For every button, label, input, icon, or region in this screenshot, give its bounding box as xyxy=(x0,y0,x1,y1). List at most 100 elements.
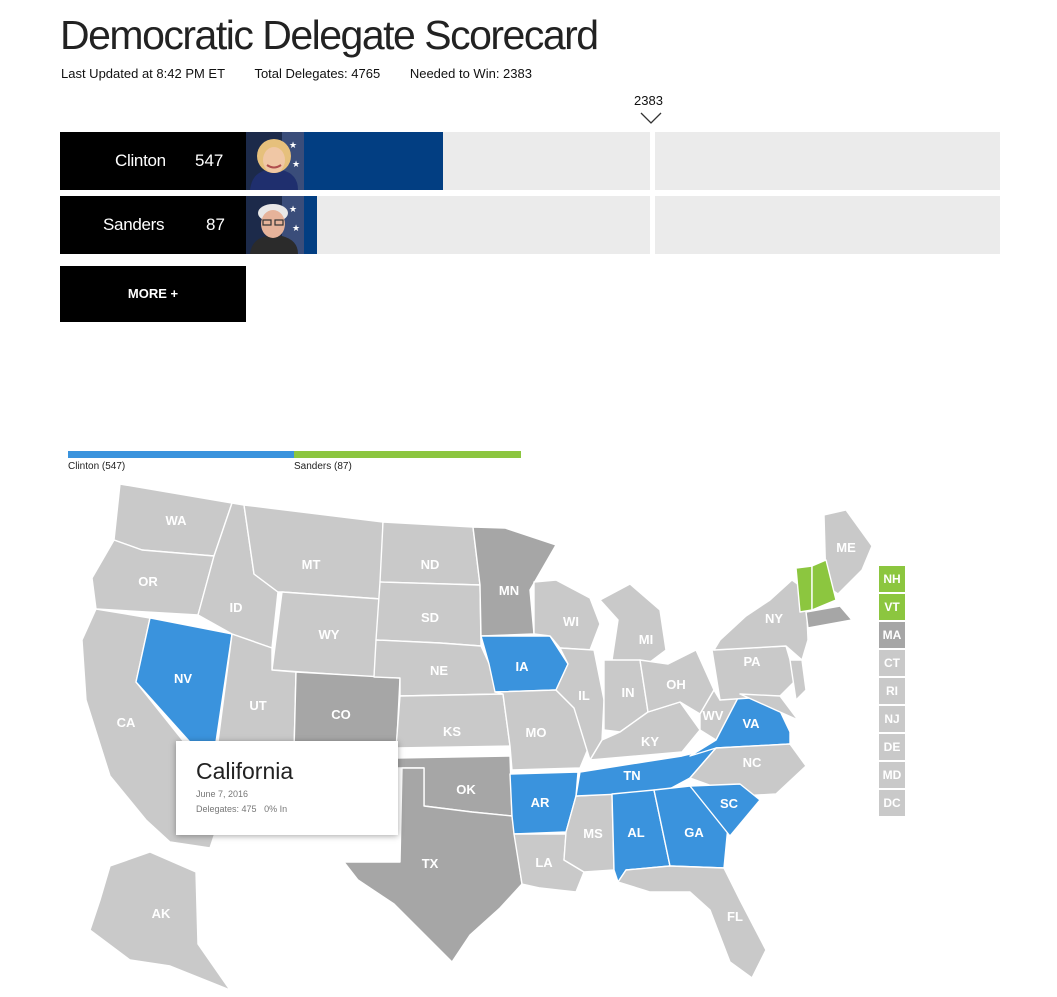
clinton-legend-label: Clinton (547) xyxy=(68,461,126,472)
state-label-IA: IA xyxy=(516,659,530,674)
state-NJ[interactable] xyxy=(789,659,807,701)
state-label-PA: PA xyxy=(743,654,761,669)
state-label-WI: WI xyxy=(563,614,579,629)
last-updated: Last Updated at 8:42 PM ET xyxy=(61,66,226,81)
candidate-delegate-count: 547 xyxy=(195,151,224,170)
state-label-NV: NV xyxy=(174,671,192,686)
state-GA[interactable] xyxy=(653,785,729,869)
chevron-down-icon xyxy=(640,112,662,124)
svg-text:★: ★ xyxy=(289,204,297,214)
more-button[interactable]: MORE + xyxy=(60,266,246,322)
state-label-TX: TX xyxy=(422,856,439,871)
state-label-MO: MO xyxy=(526,725,547,740)
state-label-TN: TN xyxy=(623,768,640,783)
state-label-WA: WA xyxy=(166,513,188,528)
svg-text:★: ★ xyxy=(292,223,300,233)
state-label-NY: NY xyxy=(765,611,783,626)
state-ND[interactable] xyxy=(379,521,481,586)
state-label-IN: IN xyxy=(622,685,635,700)
tooltip-delegates: Delegates: 475 0% In xyxy=(196,804,287,814)
clinton-portrait: ★ ★ ★ xyxy=(246,132,304,190)
state-label-ME: ME xyxy=(836,540,856,555)
clinton-name-block: Clinton 547 xyxy=(60,132,246,190)
state-label-AK: AK xyxy=(152,906,171,921)
small-state-nj[interactable]: NJ xyxy=(879,706,905,732)
sanders-legend-bar xyxy=(294,451,521,458)
clinton-bar-fill xyxy=(304,132,443,190)
sanders-bar-fill xyxy=(304,196,317,254)
state-label-SD: SD xyxy=(421,610,439,625)
candidate-delegate-count: 87 xyxy=(206,215,225,234)
state-AK[interactable] xyxy=(89,851,231,991)
tooltip-date: June 7, 2016 xyxy=(196,789,249,799)
state-label-ID: ID xyxy=(230,600,243,615)
page-title: Democratic Delegate Scorecard xyxy=(60,12,599,58)
small-state-nh[interactable]: NH xyxy=(879,566,905,592)
state-MD[interactable] xyxy=(739,693,799,721)
tooltip-delegate-count: Delegates: 475 xyxy=(196,804,257,814)
state-label-CO: CO xyxy=(331,707,351,722)
state-label-FL: FL xyxy=(727,909,743,924)
state-label-SC: SC xyxy=(720,796,739,811)
small-state-md[interactable]: MD xyxy=(879,762,905,788)
small-state-dc[interactable]: DC xyxy=(879,790,905,816)
tooltip-state-name: California xyxy=(196,758,294,784)
state-label-KY: KY xyxy=(641,734,659,749)
state-label-IL: IL xyxy=(578,688,590,703)
state-SC[interactable] xyxy=(689,783,761,837)
tooltip-reporting: 0% In xyxy=(264,804,288,814)
win-threshold-line xyxy=(650,132,655,190)
sanders-legend-label: Sanders (87) xyxy=(294,461,352,472)
needed-to-win: Needed to Win: 2383 xyxy=(409,66,532,81)
state-FL[interactable] xyxy=(617,865,767,979)
state-label-WY: WY xyxy=(319,627,340,642)
state-label-GA: GA xyxy=(684,825,704,840)
state-MA[interactable] xyxy=(805,605,853,629)
candidate-name: Sanders xyxy=(103,215,165,234)
small-state-ct[interactable]: CT xyxy=(879,650,905,676)
win-threshold-label: 2383 xyxy=(634,93,663,108)
state-label-OK: OK xyxy=(456,782,476,797)
state-label-OH: OH xyxy=(666,677,686,692)
clinton-delegate-bar: Clinton 547 ★ ★ ★ xyxy=(60,132,1000,190)
small-state-ma[interactable]: MA xyxy=(879,622,905,648)
state-TX[interactable] xyxy=(343,767,523,963)
candidate-name: Clinton xyxy=(115,151,166,170)
state-label-WV: WV xyxy=(703,708,724,723)
state-tooltip: California June 7, 2016 Delegates: 475 0… xyxy=(176,741,398,835)
svg-text:★: ★ xyxy=(292,159,300,169)
state-label-NC: NC xyxy=(743,755,762,770)
small-state-ri[interactable]: RI xyxy=(879,678,905,704)
state-label-NE: NE xyxy=(430,663,448,678)
small-state-de[interactable]: DE xyxy=(879,734,905,760)
sanders-delegate-bar: Sanders 87 ★ ★ xyxy=(60,196,1000,254)
state-MI[interactable] xyxy=(599,583,667,663)
state-label-KS: KS xyxy=(443,724,461,739)
state-NY[interactable] xyxy=(713,579,809,661)
state-label-ND: ND xyxy=(421,557,440,572)
scorecard-meta: Last Updated at 8:42 PM ET Total Delegat… xyxy=(61,66,558,81)
state-label-AL: AL xyxy=(627,825,644,840)
state-label-LA: LA xyxy=(535,855,553,870)
svg-text:★: ★ xyxy=(289,140,297,150)
small-state-vt[interactable]: VT xyxy=(879,594,905,620)
state-label-MS: MS xyxy=(583,826,603,841)
state-label-OR: OR xyxy=(138,574,158,589)
clinton-legend-bar xyxy=(68,451,294,458)
state-KS[interactable] xyxy=(395,693,511,749)
state-label-CA: CA xyxy=(117,715,136,730)
state-KY[interactable] xyxy=(589,701,701,761)
state-label-MT: MT xyxy=(302,557,321,572)
state-NH[interactable] xyxy=(811,559,837,611)
sanders-portrait: ★ ★ xyxy=(246,196,304,254)
state-label-MI: MI xyxy=(639,632,653,647)
state-label-MN: MN xyxy=(499,583,519,598)
state-label-VA: VA xyxy=(742,716,760,731)
win-threshold-line xyxy=(650,196,655,254)
state-label-UT: UT xyxy=(249,698,266,713)
total-delegates: Total Delegates: 4765 xyxy=(254,66,381,81)
state-label-AR: AR xyxy=(531,795,550,810)
sanders-name-block: Sanders 87 xyxy=(60,196,246,254)
state-MN[interactable] xyxy=(472,526,557,637)
